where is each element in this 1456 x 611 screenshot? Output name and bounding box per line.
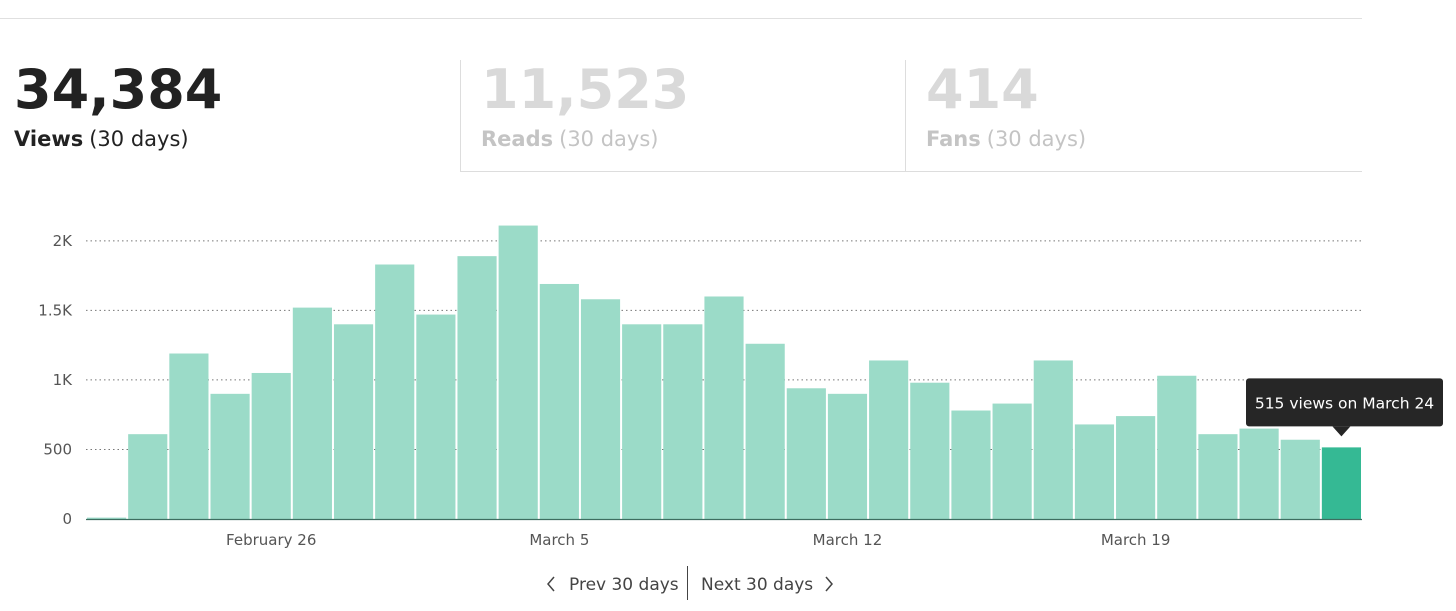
- stat-name: Reads: [481, 127, 553, 151]
- bar[interactable]: [910, 382, 950, 519]
- bar[interactable]: [333, 324, 374, 519]
- stat-label[interactable]: Fans (30 days): [926, 127, 1086, 151]
- bar[interactable]: [1074, 424, 1115, 519]
- y-tick-label: 1.5K: [38, 301, 73, 319]
- bar[interactable]: [169, 353, 209, 519]
- stat-number[interactable]: 11,523: [481, 58, 689, 121]
- bar[interactable]: [1157, 375, 1197, 519]
- bar[interactable]: [1321, 447, 1361, 519]
- stat-label[interactable]: Reads (30 days): [481, 127, 658, 151]
- tooltip-box: [1246, 378, 1443, 427]
- y-tick-label: 500: [43, 440, 72, 458]
- stat-period: (30 days): [89, 127, 188, 151]
- bar[interactable]: [951, 410, 991, 519]
- tooltip-pointer: [1332, 426, 1351, 437]
- bar[interactable]: [622, 324, 662, 519]
- bar[interactable]: [1239, 428, 1279, 519]
- next-button[interactable]: Next 30 days: [701, 575, 813, 595]
- stat-period: (30 days): [559, 127, 658, 151]
- bar[interactable]: [292, 307, 332, 519]
- stat-name: Fans: [926, 127, 981, 151]
- stat-name: Views: [14, 127, 83, 151]
- bar[interactable]: [992, 403, 1032, 519]
- bar[interactable]: [210, 393, 250, 519]
- bar[interactable]: [745, 343, 785, 519]
- bar[interactable]: [704, 296, 744, 519]
- bar[interactable]: [375, 264, 415, 519]
- bar[interactable]: [1198, 434, 1238, 519]
- bar[interactable]: [786, 388, 826, 519]
- bar[interactable]: [1116, 416, 1156, 519]
- bar[interactable]: [869, 360, 909, 519]
- bar[interactable]: [457, 256, 497, 519]
- bar[interactable]: [416, 314, 456, 519]
- bar[interactable]: [251, 372, 291, 519]
- y-tick-label: 1K: [53, 371, 74, 389]
- bar[interactable]: [498, 225, 538, 519]
- bar[interactable]: [87, 517, 127, 519]
- bar[interactable]: [539, 283, 579, 519]
- bar[interactable]: [128, 434, 168, 519]
- x-tick-label: February 26: [226, 531, 316, 549]
- bar[interactable]: [827, 393, 868, 519]
- y-tick-label: 0: [62, 510, 72, 528]
- stat-number[interactable]: 414: [926, 58, 1039, 121]
- stat-period: (30 days): [987, 127, 1086, 151]
- stat-label[interactable]: Views (30 days): [14, 127, 189, 151]
- y-tick-label: 2K: [53, 232, 74, 250]
- prev-arrow[interactable]: [547, 576, 555, 592]
- bar[interactable]: [663, 324, 703, 519]
- x-tick-label: March 19: [1101, 531, 1171, 549]
- bar[interactable]: [1033, 360, 1073, 519]
- bar[interactable]: [1280, 439, 1320, 519]
- prev-button[interactable]: Prev 30 days: [569, 575, 679, 595]
- next-arrow[interactable]: [825, 576, 833, 592]
- tooltip-text: 515 views on March 24: [1255, 394, 1434, 412]
- x-tick-label: March 5: [529, 531, 589, 549]
- x-tick-label: March 12: [813, 531, 883, 549]
- bar[interactable]: [580, 299, 621, 519]
- stat-number[interactable]: 34,384: [14, 58, 222, 121]
